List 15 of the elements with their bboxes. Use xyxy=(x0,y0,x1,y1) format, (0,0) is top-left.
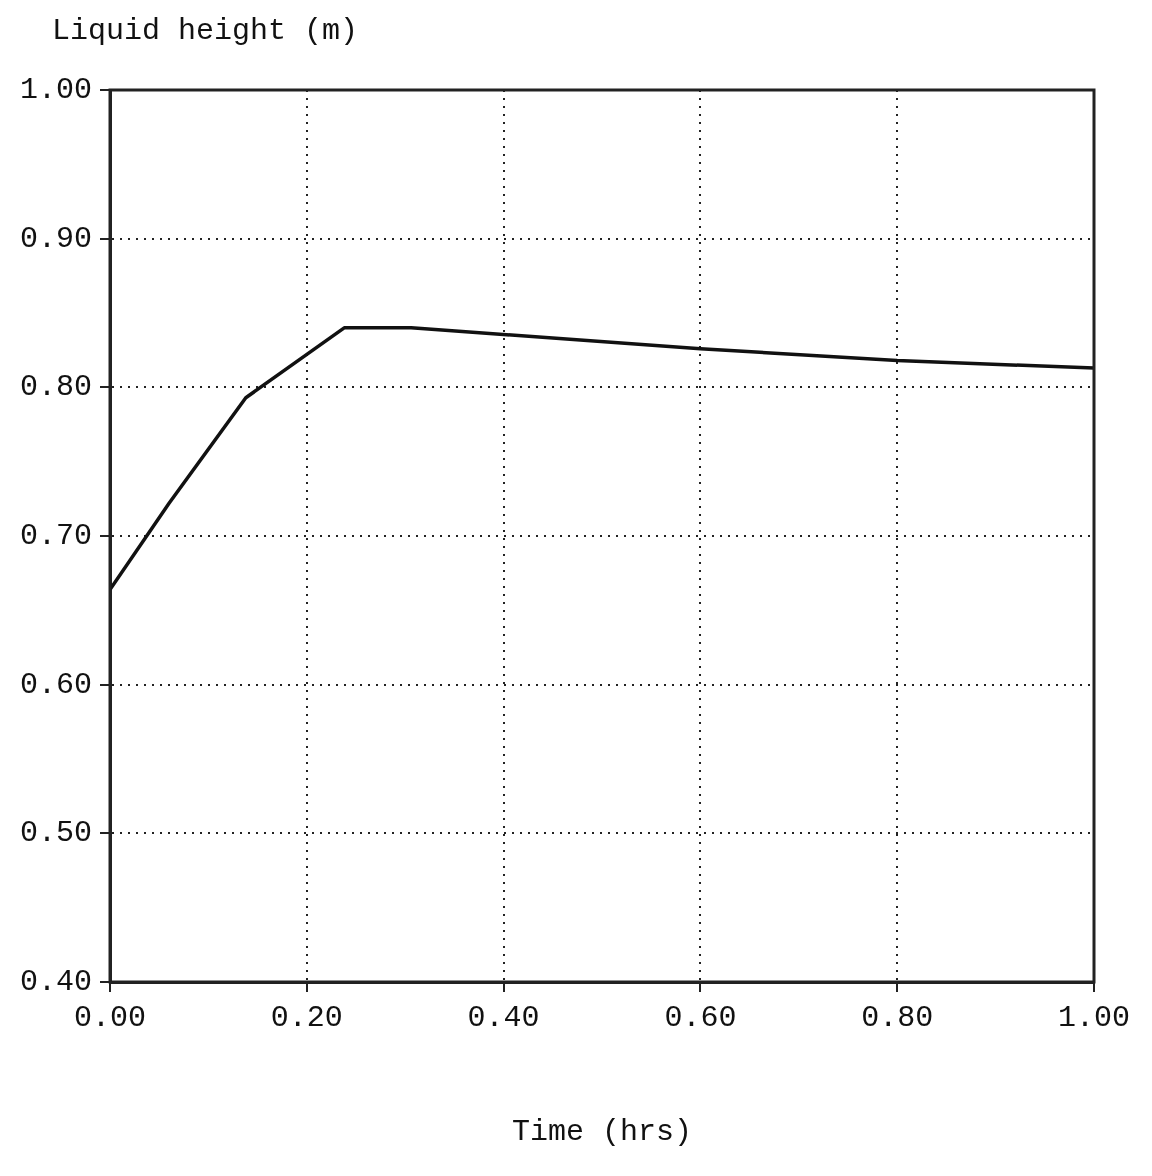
x-tick-label: 0.40 xyxy=(467,1000,540,1035)
y-tick-label: 0.50 xyxy=(20,816,93,851)
y-tick-label: 0.70 xyxy=(20,518,93,553)
y-axis-title: Liquid height (m) xyxy=(51,13,360,50)
x-tick-label: 0.80 xyxy=(861,1000,934,1035)
x-tick-label: 0.60 xyxy=(664,1000,737,1035)
x-tick-label: 0.00 xyxy=(74,1000,147,1035)
x-axis-title: Time (hrs) xyxy=(511,1114,693,1149)
y-tick-label: 0.60 xyxy=(20,667,93,702)
y-tick-label: 1.00 xyxy=(20,72,93,107)
y-tick-label: 0.80 xyxy=(20,370,93,405)
x-tick-label: 0.20 xyxy=(270,1000,343,1035)
y-tick-label: 0.40 xyxy=(20,964,93,999)
x-tick-label: 1.00 xyxy=(1057,1000,1131,1035)
y-tick-label: 0.90 xyxy=(20,221,93,256)
